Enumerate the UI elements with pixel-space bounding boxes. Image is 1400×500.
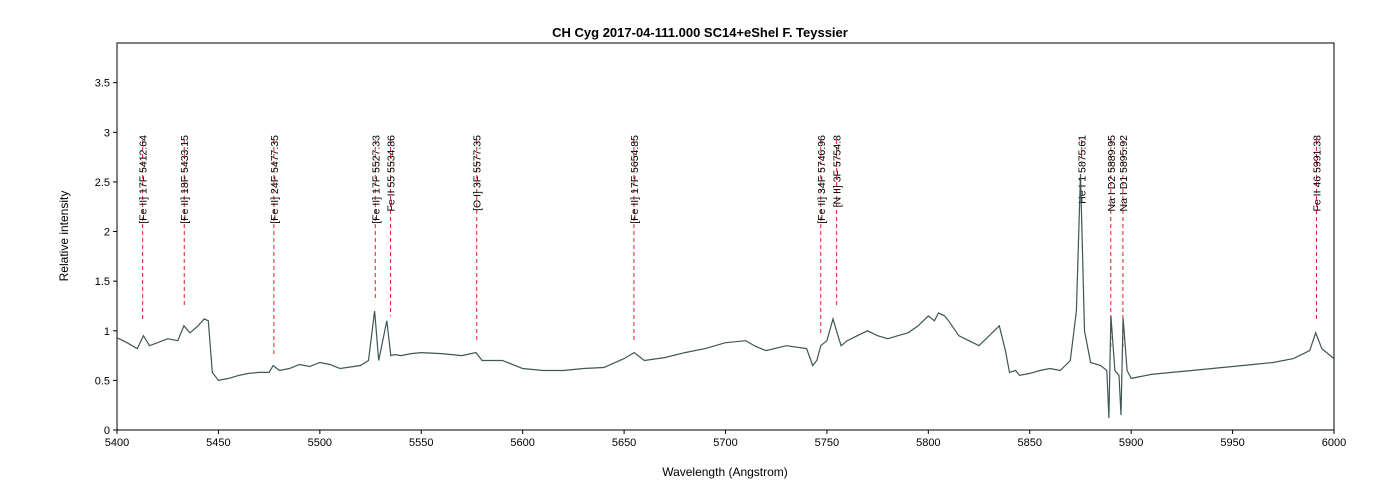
x-tick-label: 5400 (105, 437, 129, 449)
line-label: [N II] 3F 5754.8 (832, 135, 844, 208)
x-tick-label: 5950 (1220, 437, 1244, 449)
line-label: He I 1 5875.61 (1077, 135, 1089, 204)
y-axis-title: Relative intensity (57, 191, 71, 282)
line-label: Na I D1 5895.92 (1118, 135, 1130, 212)
y-tick-label: 1.5 (95, 276, 110, 288)
x-tick-label: 5850 (1018, 437, 1042, 449)
x-tick-label: 5800 (916, 437, 940, 449)
x-tick-label: 5600 (510, 437, 534, 449)
line-label: [Fe II] 18F 5433.15 (179, 135, 191, 224)
x-tick-label: 5650 (612, 437, 636, 449)
y-axis-ticks: 0 0.5 1 1.5 2 2.5 3 3.5 (95, 78, 117, 437)
chart-title: CH Cyg 2017-04-111.000 SC14+eShel F. Tey… (552, 25, 848, 40)
y-tick-label: 2 (104, 227, 110, 239)
y-tick-label: 3 (104, 127, 110, 139)
y-tick-label: 3.5 (95, 78, 110, 90)
line-label: [Fe II] 17F 5412.64 (138, 135, 150, 224)
spectrum-line (116, 173, 1335, 419)
line-label: [O I] 3F 5577.35 (472, 135, 484, 211)
x-tick-label: 6000 (1322, 437, 1346, 449)
y-tick-label: 2.5 (95, 177, 110, 189)
line-label: Na I D2 5889.95 (1106, 135, 1118, 212)
line-label: [Fe II] 17F 5527.33 (370, 135, 382, 224)
x-axis-title: Wavelength (Angstrom) (662, 465, 788, 479)
x-axis-ticks: 5400 5450 5500 5550 5600 5650 5700 5750 5800 5850… (105, 430, 1346, 449)
y-tick-label: 1 (104, 326, 110, 338)
x-tick-label: 5500 (308, 437, 332, 449)
x-tick-label: 5700 (713, 437, 737, 449)
line-label: [Fe II] 34F 5746.96 (816, 135, 828, 224)
x-tick-label: 5550 (409, 437, 433, 449)
line-label: [Fe II] 17F 5654.85 (629, 135, 641, 224)
line-labels: [Fe II] 17F 5412.64 [Fe II] 18F 5433.15 [F… (138, 135, 1324, 224)
plot-area (116, 42, 1335, 431)
y-tick-label: 0.5 (95, 375, 110, 387)
x-tick-label: 5900 (1119, 437, 1143, 449)
y-tick-label: 0 (104, 425, 110, 437)
line-markers (142, 140, 1318, 356)
line-label: [Fe II] 24F 5477.35 (269, 135, 281, 224)
x-tick-label: 5450 (206, 437, 230, 449)
line-label: Fe II 46 5991.38 (1312, 135, 1324, 212)
x-tick-label: 5750 (815, 437, 839, 449)
line-label: Fe II 55 5534.86 (386, 135, 398, 212)
